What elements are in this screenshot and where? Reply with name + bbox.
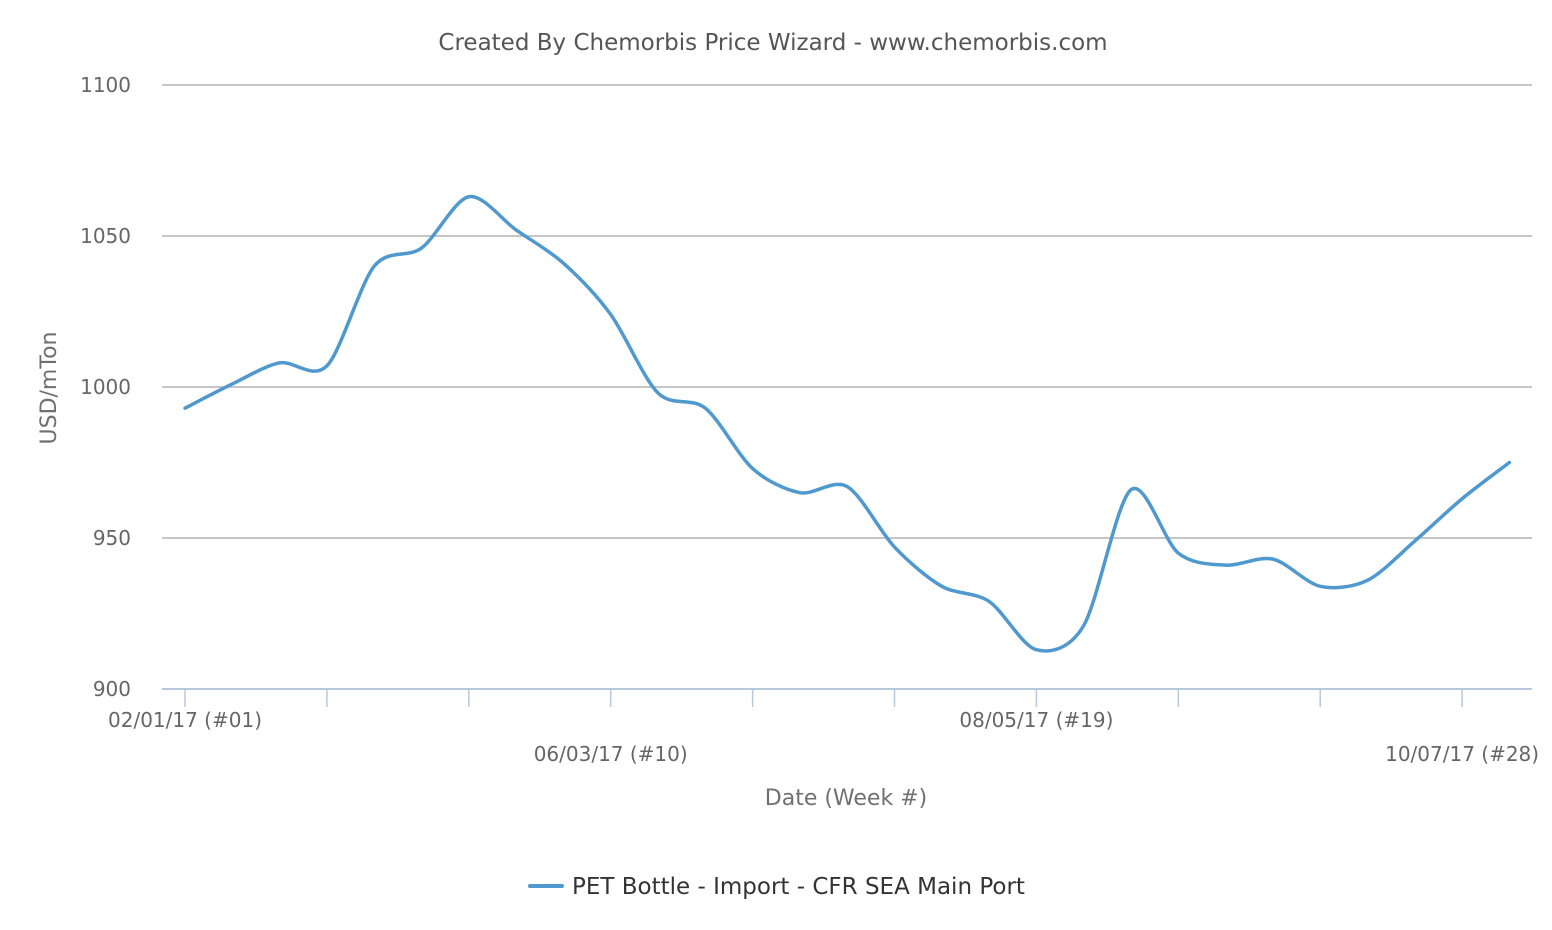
x-axis-title: Date (Week #)	[765, 786, 927, 811]
x-axis-tick-marks	[184, 689, 1463, 707]
series-line-0[interactable]	[183, 194, 1512, 653]
legend-series-label: PET Bottle - Import - CFR SEA Main Port	[572, 874, 1025, 900]
series-layer	[183, 194, 1512, 653]
y-axis-ticks: 900 950 1000 1050 1100	[80, 73, 131, 701]
x-axis-tick-labels: 02/01/17 (#01) 06/03/17 (#10) 08/05/17 (#1…	[108, 708, 1539, 766]
y-tick-label-950: 950	[93, 526, 131, 550]
x-tick-label-week-19: 08/05/17 (#19)	[959, 708, 1113, 732]
gridlines	[162, 84, 1532, 539]
x-tick-label-week-1: 02/01/17 (#01)	[108, 708, 262, 732]
legend[interactable]: PET Bottle - Import - CFR SEA Main Port	[528, 874, 1025, 900]
y-tick-label-1050: 1050	[80, 224, 131, 248]
x-tick-label-week-10: 06/03/17 (#10)	[534, 742, 688, 766]
y-axis-title: USD/mTon	[37, 332, 62, 445]
y-tick-label-1100: 1100	[80, 73, 131, 97]
y-tick-label-900: 900	[93, 677, 131, 701]
x-tick-label-week-28: 10/07/17 (#28)	[1385, 742, 1539, 766]
chart-title: Created By Chemorbis Price Wizard - www.…	[438, 30, 1107, 56]
y-tick-label-1000: 1000	[80, 375, 131, 399]
